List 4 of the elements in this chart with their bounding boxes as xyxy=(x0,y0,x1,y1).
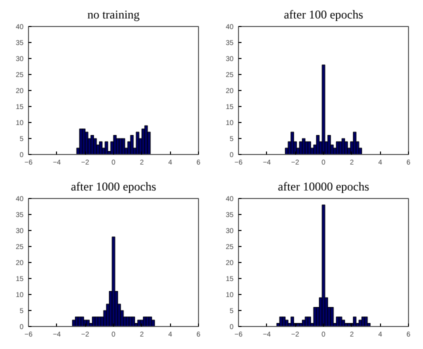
chart-title: after 10000 epochs xyxy=(278,180,370,194)
chart-title: after 100 epochs xyxy=(284,8,364,22)
chart-title: no training xyxy=(87,8,140,22)
chart-title: after 1000 epochs xyxy=(70,180,156,194)
